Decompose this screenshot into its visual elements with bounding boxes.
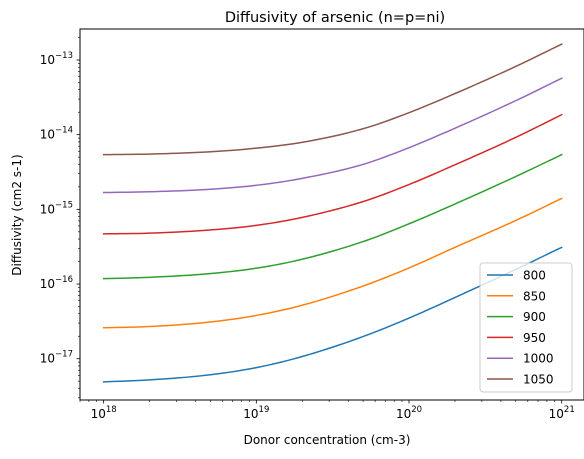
x-tick-label: 1020 bbox=[396, 405, 422, 421]
legend-item: 950 bbox=[487, 331, 546, 345]
legend-label: 950 bbox=[523, 331, 546, 345]
x-tick-label: 1018 bbox=[91, 405, 117, 421]
legend-item: 800 bbox=[487, 269, 546, 283]
legend-label: 900 bbox=[523, 310, 546, 324]
series-line-850 bbox=[102, 197, 563, 329]
legend-label: 1000 bbox=[523, 352, 554, 366]
legend-item: 1000 bbox=[487, 352, 554, 366]
y-axis-ticks: 10−17 10−16 10−15 10−14 10−13 bbox=[40, 37, 80, 399]
series-line-900 bbox=[102, 153, 563, 280]
x-tick-label: 1021 bbox=[549, 405, 575, 421]
chart-title: Diffusivity of arsenic (n=p=ni) bbox=[225, 10, 445, 26]
legend-item: 900 bbox=[487, 310, 546, 324]
legend-item: 1050 bbox=[487, 373, 554, 387]
series-line-1000 bbox=[102, 77, 563, 194]
legend-label: 800 bbox=[523, 269, 546, 283]
x-axis-ticks: 1018 1019 1020 1021 bbox=[79, 400, 575, 421]
legend-item: 850 bbox=[487, 289, 546, 303]
series-line-950 bbox=[102, 113, 563, 235]
y-tick-label: 10−17 bbox=[40, 350, 73, 366]
x-tick-label: 1019 bbox=[243, 405, 269, 421]
legend-label: 1050 bbox=[523, 373, 554, 387]
series-line-1050 bbox=[102, 43, 563, 156]
x-axis-label: Donor concentration (cm-3) bbox=[244, 433, 411, 447]
plot-frame bbox=[79, 28, 584, 401]
legend-label: 850 bbox=[523, 289, 546, 303]
y-tick-label: 10−14 bbox=[40, 126, 73, 142]
legend: 800 850 900 950 1000 1050 bbox=[479, 262, 573, 393]
y-tick-label: 10−15 bbox=[40, 200, 73, 216]
y-tick-label: 10−16 bbox=[40, 275, 73, 291]
y-axis-label: Diffusivity (cm2 s-1) bbox=[10, 154, 24, 275]
y-tick-label: 10−13 bbox=[40, 51, 73, 67]
